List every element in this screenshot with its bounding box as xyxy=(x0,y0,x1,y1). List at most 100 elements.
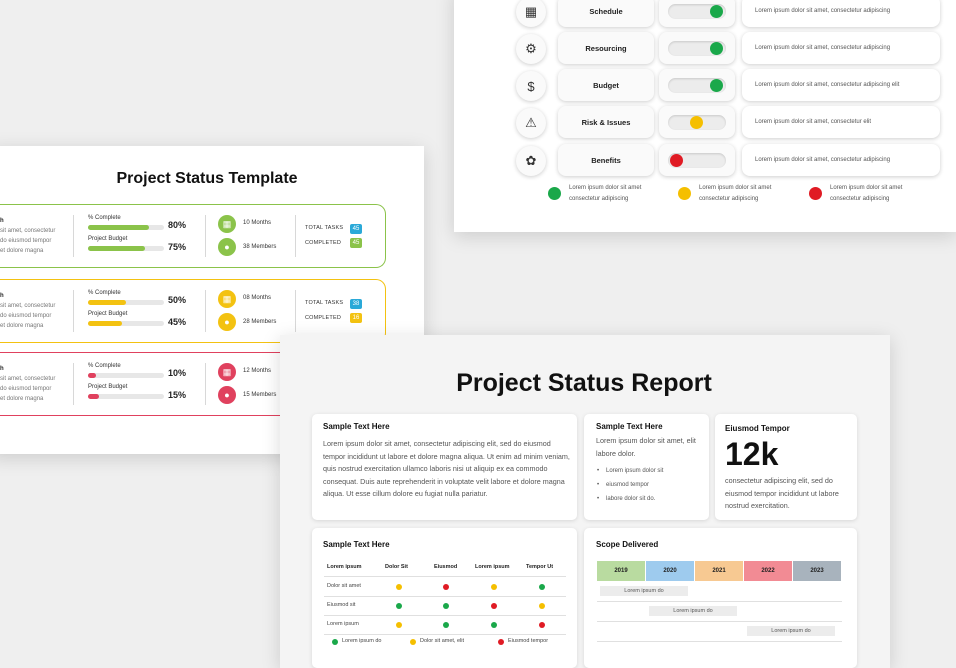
bullet-item: labore dolor sit do. xyxy=(597,496,655,502)
rag-row-resourcing: ⚙ Resourcing Lorem ipsum dolor sit amet, c… xyxy=(454,32,956,66)
members-label: 28 Members xyxy=(243,319,277,325)
budget-percent: 45% xyxy=(168,317,187,327)
budget-bar-fill xyxy=(88,394,100,399)
legend-dot-yellow xyxy=(678,187,691,200)
card-heading: Sample Text Here xyxy=(596,422,663,431)
calendar-icon: ▦ xyxy=(218,290,236,308)
sample-text-bullets-card: Sample Text Here Lorem ipsum dolor sit a… xyxy=(584,414,709,520)
status-knob-green[interactable] xyxy=(710,42,723,55)
toggle-track[interactable] xyxy=(668,115,726,130)
legend-text: Dolor sit amet, elit xyxy=(420,638,465,644)
category-label: Budget xyxy=(558,69,654,101)
table-divider xyxy=(324,615,566,616)
timeline-divider xyxy=(597,641,842,642)
total-tasks-label: TOTAL TASKS xyxy=(305,225,344,231)
year-cell: 2023 xyxy=(793,561,841,581)
toggle-track[interactable] xyxy=(668,78,726,93)
sample-text-card: Sample Text Here Lorem ipsum dolor sit a… xyxy=(312,414,577,520)
completed-badge: 16 xyxy=(350,313,362,323)
budget-label: Project Budget xyxy=(88,236,128,242)
card-paragraph: consectetur adipiscing elit, sed do eius… xyxy=(725,476,839,510)
row-label: Lorem ipsum xyxy=(327,621,359,627)
metric-card: Eiusmod Tempor 12k consectetur adipiscin… xyxy=(715,414,857,520)
row-label: Dolor sit amet xyxy=(327,583,361,589)
description-line: et dolore magna xyxy=(0,396,44,402)
toggle-track[interactable] xyxy=(668,41,726,56)
project-card: h sit amet, consectetur do eiusmod tempor e… xyxy=(0,204,386,268)
status-dot-green xyxy=(443,603,449,609)
duration-label: 10 Months xyxy=(243,220,272,226)
divider xyxy=(205,290,206,332)
completed-badge: 45 xyxy=(350,238,362,248)
status-toggle[interactable] xyxy=(659,0,735,27)
divider xyxy=(295,290,296,332)
report-title: Project Status Report xyxy=(456,369,712,397)
card-paragraph: Lorem ipsum dolor sit amet, elit labore … xyxy=(596,436,696,458)
rag-row-schedule: ▦ Schedule Lorem ipsum dolor sit amet, con… xyxy=(454,0,956,29)
status-knob-red[interactable] xyxy=(670,154,683,167)
members-icon: ● xyxy=(218,238,236,256)
toggle-track[interactable] xyxy=(668,153,726,168)
metric-value: 12k xyxy=(725,436,779,472)
card-description: h sit amet, consectetur do eiusmod tempor e… xyxy=(0,364,55,404)
scope-delivered-card: Scope Delivered 2019 2020 2021 2022 2023 Lore… xyxy=(584,528,857,668)
budget-bar xyxy=(88,246,164,251)
divider xyxy=(205,363,206,405)
year-cell: 2020 xyxy=(646,561,694,581)
status-knob-green[interactable] xyxy=(710,79,723,92)
year-cell: 2019 xyxy=(597,561,645,581)
table-header: Dolor Sit xyxy=(385,564,408,570)
status-toggle[interactable] xyxy=(659,32,735,64)
row-description: Lorem ipsum dolor sit amet, consectetur … xyxy=(742,106,940,138)
schedule-icon: ▦ xyxy=(516,0,546,27)
card-paragraph: Lorem ipsum dolor sit amet, consectetur … xyxy=(323,439,570,498)
description-line: sit amet, consectetur xyxy=(0,228,56,234)
year-cell: 2022 xyxy=(744,561,792,581)
members-icon: ● xyxy=(218,313,236,331)
scope-bar: Lorem ipsum do xyxy=(649,606,737,616)
complete-bar xyxy=(88,225,164,230)
table-divider xyxy=(324,596,566,597)
complete-bar-fill xyxy=(88,373,96,378)
legend-text: Lorem ipsum do xyxy=(342,638,382,644)
legend-dot-green xyxy=(548,187,561,200)
card-description: h sit amet, consectetur do eiusmod tempor e… xyxy=(0,216,55,256)
table-header: Lorem ipsum xyxy=(475,564,510,570)
category-label: Resourcing xyxy=(558,32,654,64)
legend-line: Lorem ipsum dolor sit amet xyxy=(699,185,772,191)
complete-bar xyxy=(88,300,164,305)
status-toggle[interactable] xyxy=(659,144,735,176)
legend-dot-yellow xyxy=(410,639,416,645)
scope-bar: Lorem ipsum do xyxy=(747,626,835,636)
timeline-divider xyxy=(597,621,842,622)
status-knob-yellow[interactable] xyxy=(690,116,703,129)
budget-bar xyxy=(88,321,164,326)
description-line: h xyxy=(0,218,4,224)
description-line: h xyxy=(0,366,4,372)
duration-label: 08 Months xyxy=(243,295,272,301)
description-line: et dolore magna xyxy=(0,248,44,254)
row-description: Lorem ipsum dolor sit amet, consectetur … xyxy=(742,32,940,64)
legend-line: consectetur adipiscing xyxy=(830,196,890,202)
status-knob-green[interactable] xyxy=(710,5,723,18)
row-description: Lorem ipsum dolor sit amet, consectetur … xyxy=(742,69,940,101)
status-dot-red xyxy=(491,603,497,609)
complete-bar xyxy=(88,373,164,378)
table-header: Lorem ipsum xyxy=(327,564,362,570)
complete-percent: 50% xyxy=(168,295,187,305)
legend-dot-red xyxy=(498,639,504,645)
legend-line: Lorem ipsum dolor sit amet xyxy=(830,185,903,191)
card-heading: Sample Text Here xyxy=(323,540,390,549)
members-icon: ● xyxy=(218,386,236,404)
budget-bar xyxy=(88,394,164,399)
project-status-report-slide: Project Status Report Sample Text Here L… xyxy=(280,335,890,668)
benefits-icon: ✿ xyxy=(516,146,546,176)
toggle-track[interactable] xyxy=(668,4,726,19)
status-table-card: Sample Text Here Lorem ipsum Dolor Sit Eiu… xyxy=(312,528,577,668)
status-dot-green xyxy=(491,622,497,628)
budget-percent: 75% xyxy=(168,242,187,252)
divider xyxy=(73,290,74,332)
status-toggle[interactable] xyxy=(659,69,735,101)
status-toggle[interactable] xyxy=(659,106,735,138)
template-title: Project Status Template xyxy=(116,170,298,187)
